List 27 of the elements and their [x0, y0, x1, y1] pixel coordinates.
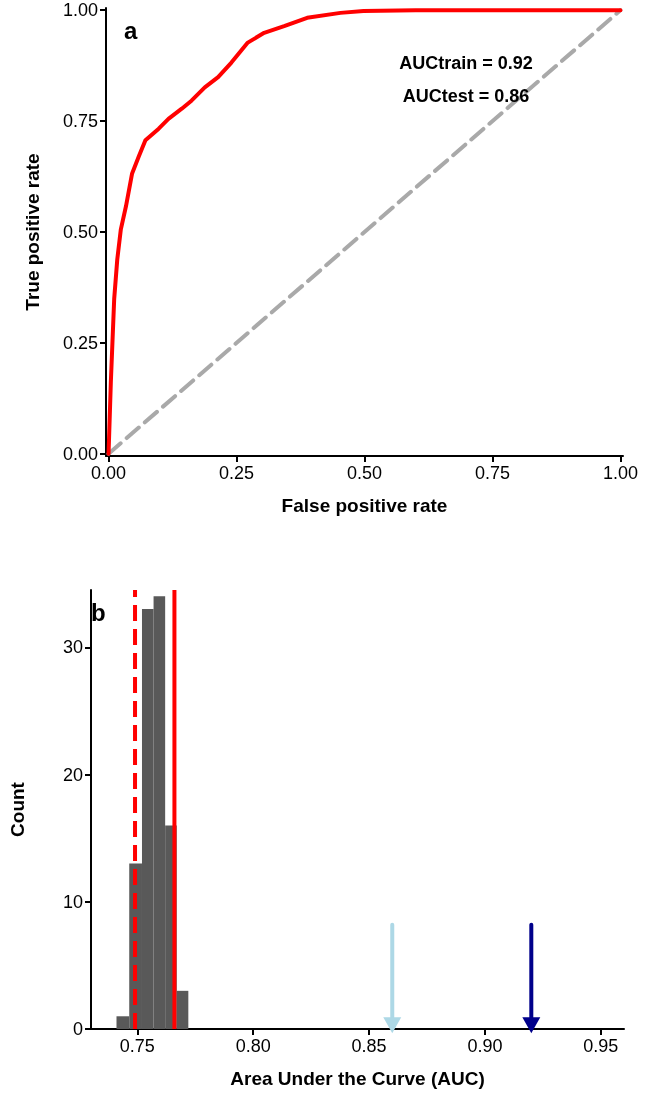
y-tick-label: 0.25	[62, 332, 98, 353]
x-tick-label: 0.00	[91, 463, 127, 483]
annotation: AUCtrain = 0.92	[399, 53, 533, 73]
y-axis-title: True positive rate	[22, 153, 43, 311]
y-axis-title: Count	[7, 781, 28, 837]
y-tick-label: 0.00	[62, 443, 98, 464]
x-axis-title: Area Under the Curve (AUC)	[230, 1068, 485, 1089]
y-tick-label: 10	[62, 891, 83, 912]
x-tick-label: 0.50	[346, 463, 383, 483]
x-tick-label: 0.90	[467, 1036, 503, 1056]
annotation: AUCtest = 0.86	[402, 86, 530, 106]
y-tick-label: 0.75	[62, 111, 98, 132]
y-tick-label: 1.00	[62, 0, 98, 21]
x-tick-label: 0.85	[351, 1036, 387, 1056]
x-tick-label: 0.95	[583, 1036, 619, 1056]
annotation: b	[91, 598, 106, 626]
y-tick-label: 0	[72, 1019, 83, 1039]
y-tick-label: 30	[62, 637, 83, 658]
x-tick-label: 0.25	[219, 463, 255, 483]
y-tick-label: 20	[62, 764, 83, 785]
x-axis-title: False positive rate	[281, 495, 448, 516]
x-tick-label: 0.75	[119, 1036, 155, 1056]
y-tick-label: 0.50	[62, 222, 98, 242]
annotation: a	[124, 16, 138, 44]
x-tick-label: 1.00	[602, 463, 638, 483]
x-tick-label: 0.75	[474, 463, 510, 483]
x-tick-label: 0.80	[235, 1036, 271, 1056]
